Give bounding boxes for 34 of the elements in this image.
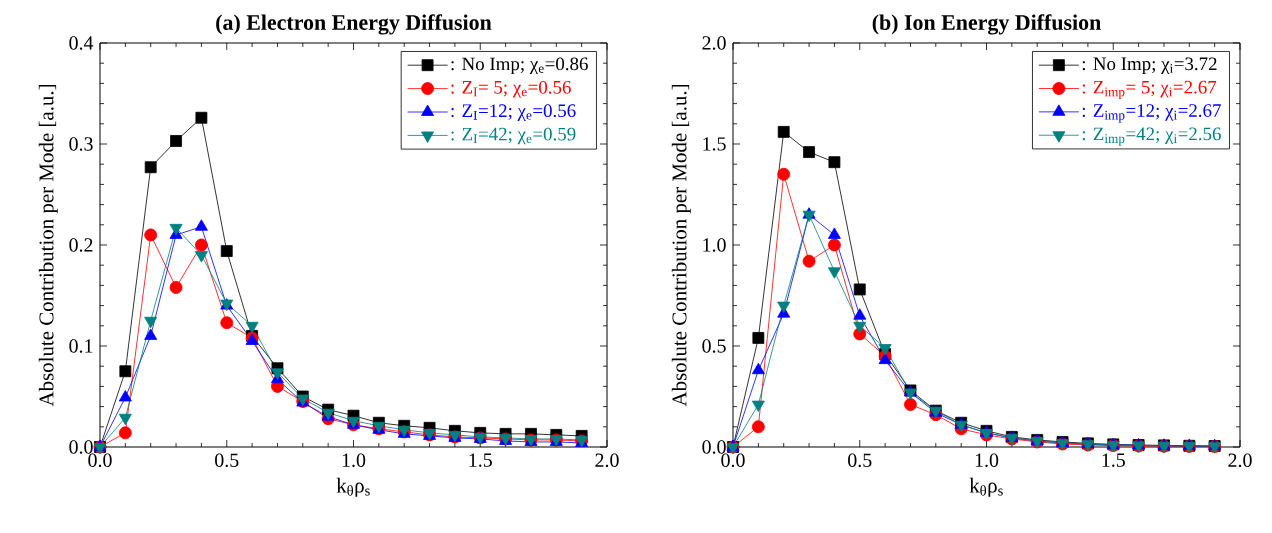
y-tick-label: 0.5 [702,339,726,353]
x-tick-label: 0.0 [721,453,745,468]
y-tick-label: 2.0 [702,36,726,50]
y-tick-label: 0.3 [69,137,93,151]
x-tick-label: 0.5 [848,453,872,468]
y-axis-title: Absolute Contribution per Mode [a.u.] [38,84,58,407]
y-tick-label: 0.4 [69,36,94,50]
x-tick-label: 1.5 [1102,453,1125,467]
y-tick-label: 1.5 [703,137,726,151]
y-tick-label: 0.0 [69,440,93,454]
y-axis-title: Absolute Contribution per Mode [a.u.] [671,84,691,407]
x-tick-label: 1.5 [469,453,492,467]
x-tick-label: 2.0 [1228,453,1252,468]
x-axis-title: k$_{θ}$ρ$_{s}$ [336,477,370,497]
legend-label: : Z$_{imp}$=12; χ$_{i}$=2.67 [1082,104,1221,123]
legend-label: : No Imp; χ$_{i}$=3.72 [1082,57,1217,75]
x-tick-label: 0.0 [88,453,112,468]
chart-title: (b) Ion Energy Diffusion [872,14,1101,35]
y-tick-label: 0.2 [69,238,93,252]
x-tick-label: 0.5 [215,453,239,468]
x-tick-label: 1.0 [975,453,999,468]
x-tick-label: 1.0 [342,453,366,468]
y-tick-label: 0.0 [702,440,726,454]
y-tick-label: 1.0 [703,238,726,252]
legend-label: : No Imp; χ$_{e}$=0.86 [451,57,588,75]
legend-label: : Z$_{I}$=12; χ$_{e}$=0.56 [451,104,576,121]
legend-label: : Z$_{I}$= 5; χ$_{e}$=0.56 [451,80,571,98]
legend-label: : Z$_{I}$=42; χ$_{e}$=0.59 [451,127,576,145]
legend-label: : Z$_{imp}$=42; χ$_{i}$=2.56 [1082,127,1221,146]
x-tick-label: 2.0 [595,453,619,468]
y-tick-label: 0.1 [69,339,93,353]
legend-label: : Z$_{imp}$= 5; χ$_{i}$=2.67 [1082,80,1217,100]
chart-title: (a) Electron Energy Diffusion [216,14,492,35]
x-axis-title: k$_{θ}$ρ$_{s}$ [969,477,1003,497]
